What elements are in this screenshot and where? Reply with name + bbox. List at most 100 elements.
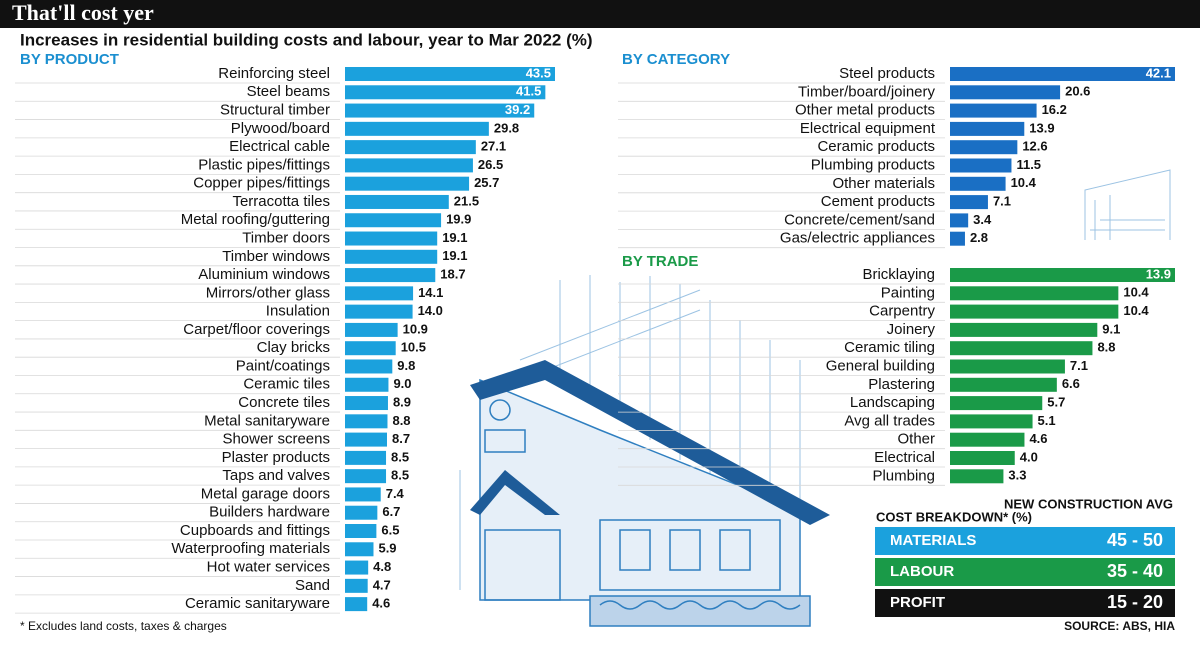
category-label: Joinery [887, 321, 936, 338]
category-label: Plywood/board [231, 120, 330, 137]
bar [345, 432, 387, 447]
category-label: Ceramic tiling [844, 339, 935, 356]
value-label: 19.1 [442, 248, 467, 263]
category-label: Timber doors [242, 229, 330, 246]
category-label: Ceramic tiles [243, 376, 330, 393]
bar [950, 359, 1065, 374]
breakdown-row [875, 589, 1175, 617]
category-label: Electrical cable [229, 138, 330, 155]
bar [345, 597, 368, 612]
bar [345, 140, 476, 155]
value-label: 10.4 [1123, 285, 1149, 300]
value-label: 3.3 [1008, 468, 1026, 483]
category-label: Reinforcing steel [218, 65, 330, 82]
value-label: 41.5 [516, 84, 541, 99]
section-heading: BY CATEGORY [622, 51, 730, 68]
bar [950, 121, 1025, 136]
value-label: 4.6 [1029, 431, 1047, 446]
value-label: 6.6 [1062, 376, 1080, 391]
value-label: 13.9 [1029, 120, 1054, 135]
bar [345, 304, 413, 319]
value-label: 6.5 [381, 522, 399, 537]
category-label: Gas/electric appliances [780, 230, 935, 247]
bar [345, 231, 438, 246]
category-label: Structural timber [220, 102, 330, 119]
category-label: Paint/coatings [236, 357, 330, 374]
value-label: 4.8 [373, 559, 391, 574]
category-label: Builders hardware [209, 504, 330, 521]
subtitle: Increases in residential building costs … [20, 30, 593, 49]
category-label: Sand [295, 577, 330, 594]
bar [345, 286, 414, 301]
value-label: 42.1 [1146, 65, 1171, 80]
bar [345, 414, 388, 429]
value-label: 25.7 [474, 175, 499, 190]
breakdown-label: MATERIALS [890, 532, 976, 549]
category-label: Electrical [874, 449, 935, 466]
category-label: Waterproofing materials [171, 540, 330, 557]
value-label: 5.7 [1047, 395, 1065, 410]
bar [950, 140, 1018, 155]
category-label: Cupboards and fittings [180, 522, 330, 539]
bar [950, 195, 988, 210]
value-label: 19.1 [442, 230, 467, 245]
value-label: 8.5 [391, 449, 409, 464]
value-label: 2.8 [970, 230, 988, 245]
value-label: 20.6 [1065, 84, 1090, 99]
category-label: Taps and valves [222, 467, 330, 484]
value-label: 9.0 [393, 376, 411, 391]
bar [950, 67, 1175, 81]
bar [950, 176, 1006, 191]
category-label: Plumbing products [811, 156, 935, 173]
category-label: Terracotta tiles [232, 193, 330, 210]
bar [345, 176, 470, 191]
title-band [0, 0, 1200, 28]
category-label: Concrete tiles [238, 394, 330, 411]
bar [950, 268, 1175, 282]
value-label: 21.5 [454, 193, 479, 208]
value-label: 43.5 [526, 65, 551, 80]
breakdown-title: NEW CONSTRUCTION AVG [1004, 496, 1173, 511]
footnote: * Excludes land costs, taxes & charges [20, 619, 227, 633]
value-label: 5.9 [378, 541, 396, 556]
breakdown-row [875, 527, 1175, 555]
bar [345, 322, 398, 337]
bar [345, 524, 377, 538]
value-label: 13.9 [1146, 266, 1171, 281]
category-label: Metal roofing/guttering [181, 211, 330, 228]
category-label: Plastering [868, 376, 935, 393]
value-label: 4.6 [372, 596, 390, 611]
bar [345, 103, 535, 118]
bar [950, 414, 1033, 429]
bar [345, 469, 387, 484]
bar [950, 213, 969, 228]
bar [950, 432, 1025, 447]
value-label: 8.8 [1097, 340, 1115, 355]
bar [345, 194, 449, 209]
category-label: Clay bricks [257, 339, 330, 356]
bar [950, 396, 1043, 411]
category-label: Timber windows [222, 248, 330, 265]
category-label: Painting [881, 284, 935, 301]
bar [345, 487, 381, 502]
bar [950, 322, 1098, 337]
bar [950, 304, 1119, 319]
category-label: General building [826, 357, 935, 374]
bar [950, 377, 1057, 392]
category-label: Aluminium windows [198, 266, 330, 283]
breakdown-value: 35 - 40 [1107, 561, 1163, 581]
value-label: 27.1 [481, 139, 506, 154]
category-label: Mirrors/other glass [206, 284, 330, 301]
value-label: 8.7 [392, 431, 410, 446]
category-label: Metal garage doors [201, 485, 330, 502]
category-label: Avg all trades [844, 412, 935, 429]
category-label: Metal sanitaryware [204, 412, 330, 429]
category-label: Bricklaying [862, 266, 935, 283]
category-label: Other metal products [795, 102, 935, 119]
category-label: Insulation [266, 303, 330, 320]
bar [345, 158, 473, 173]
bar [345, 578, 368, 593]
bar [950, 85, 1061, 100]
category-label: Other materials [832, 175, 935, 192]
bar [345, 341, 396, 356]
